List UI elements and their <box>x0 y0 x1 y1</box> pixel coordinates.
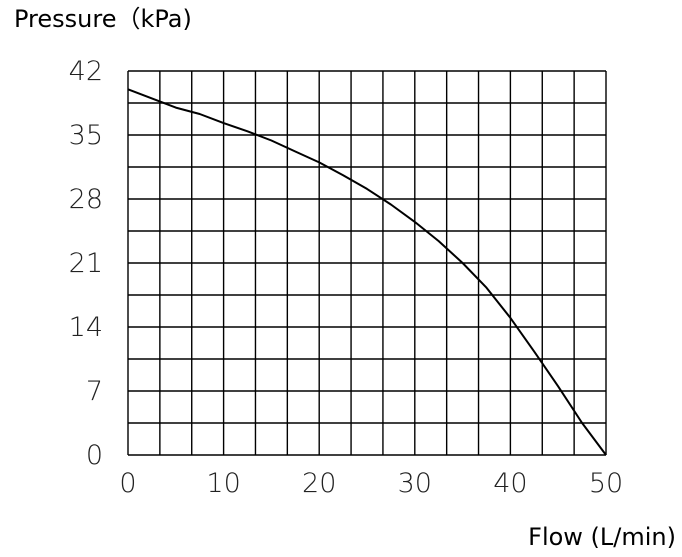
x-tick-label: 30 <box>398 468 432 499</box>
y-tick-label: 0 <box>86 440 103 471</box>
pressure-flow-curve <box>127 88 607 456</box>
x-axis-title: Flow (L/min) <box>528 523 676 551</box>
y-tick-label: 42 <box>69 56 103 87</box>
y-tick-label: 35 <box>69 120 103 151</box>
x-tick-label: 50 <box>589 468 623 499</box>
grid <box>127 70 607 456</box>
tick-labels: 0 10 20 30 40 50 0 7 14 21 28 35 42 <box>69 56 624 499</box>
y-tick-label: 14 <box>69 312 103 343</box>
y-tick-label: 21 <box>69 248 103 279</box>
x-tick-label: 40 <box>493 468 527 499</box>
y-tick-label: 7 <box>86 376 103 407</box>
series-lines <box>127 88 607 456</box>
y-tick-label: 28 <box>69 184 103 215</box>
x-tick-label: 10 <box>206 468 240 499</box>
x-tick-label: 20 <box>302 468 336 499</box>
x-tick-label: 0 <box>119 468 136 499</box>
y-axis-title: Pressure（kPa) <box>14 5 192 33</box>
